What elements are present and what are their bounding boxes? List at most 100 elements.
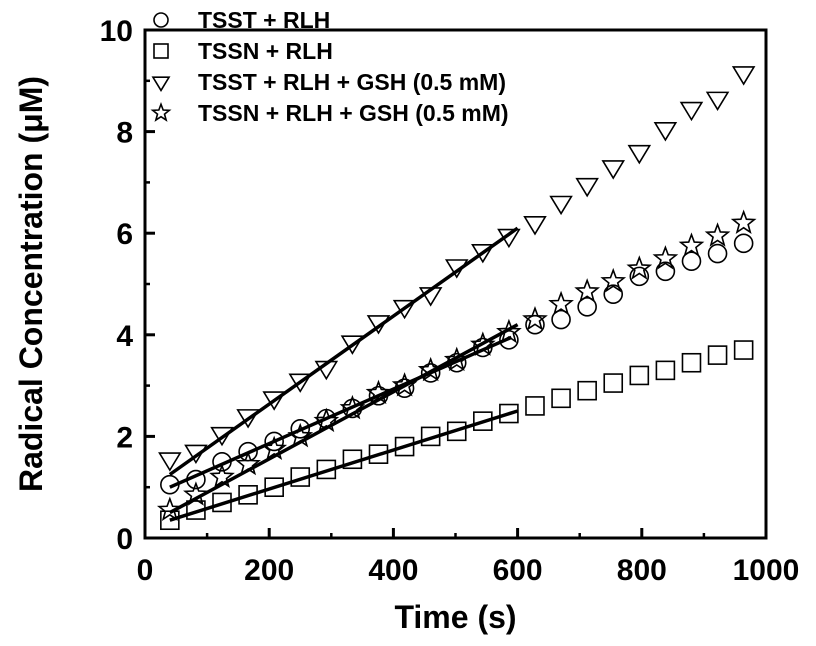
data-point-circle (707, 243, 728, 264)
x-tick-label: 200 (244, 554, 294, 587)
data-point-square (316, 459, 337, 480)
data-point-square (707, 345, 728, 365)
data-point-triangle-down (158, 452, 182, 472)
data-point-star (183, 481, 209, 506)
data-point-star (469, 331, 496, 356)
data-point-square (499, 403, 519, 424)
data-point-square (681, 352, 702, 373)
data-point-star (652, 245, 679, 270)
data-point-triangle-down (523, 216, 547, 236)
data-point-square (290, 467, 311, 487)
data-point-circle (681, 251, 702, 271)
data-point-circle (446, 352, 467, 373)
data-point-star (313, 407, 340, 433)
x-axis-ticks: 0 200 400 600 800 1000 (137, 528, 800, 587)
data-point-circle (160, 474, 180, 495)
data-point-square (525, 396, 545, 416)
data-point-square (420, 426, 441, 447)
data-point-triangle-down (627, 144, 652, 165)
data-point-star (548, 290, 574, 316)
data-point-circle (238, 441, 258, 462)
data-point-star (209, 463, 235, 488)
data-point-star (626, 255, 653, 280)
data-point-square (629, 365, 650, 386)
data-point-circle (629, 266, 650, 287)
data-point-star (574, 278, 601, 303)
data-point-triangle-down (262, 391, 286, 411)
data-point-triangle-down (418, 287, 443, 307)
data-point-square (577, 380, 597, 401)
data-point-star (704, 222, 731, 247)
y-tick-label: 10 (100, 15, 133, 48)
data-point-square (186, 500, 206, 520)
data-point-square (394, 436, 415, 457)
x-axis-title: Time (s) (394, 599, 516, 635)
data-point-circle (420, 363, 441, 383)
data-point-circle (264, 431, 284, 452)
data-point-square (733, 340, 754, 360)
data-point-square (446, 421, 467, 442)
legend-marker-square (153, 43, 169, 59)
data-point-triangle-down (314, 360, 339, 381)
legend-entry: TSST + RLH (198, 7, 330, 33)
x-tick-label: 800 (617, 554, 667, 587)
data-point-triangle-down (497, 228, 521, 249)
legend-marker-circle (153, 12, 169, 28)
x-tick-label: 600 (493, 554, 543, 587)
data-point-star (235, 450, 261, 476)
data-point-circle (290, 418, 311, 439)
data-point-star (339, 394, 366, 420)
data-point-star (496, 318, 522, 344)
data-point-star (156, 496, 183, 522)
data-point-triangle-down (653, 122, 678, 142)
legend-marker-triangle-down (151, 76, 171, 92)
y-tick-label: 4 (116, 320, 133, 353)
data-point-circle (473, 337, 493, 358)
data-point-circle (499, 330, 519, 350)
legend-marker-star (150, 101, 172, 122)
data-point-triangle-down (731, 66, 756, 86)
data-point-circle (577, 297, 597, 317)
data-point-circle (368, 385, 389, 406)
data-point-star (600, 267, 627, 293)
data-point-star (287, 422, 314, 448)
data-point-square (551, 388, 571, 409)
data-point-triangle-down (210, 426, 234, 447)
data-point-triangle-down (471, 243, 495, 264)
data-point-star (417, 356, 444, 382)
data-point-square (368, 444, 389, 464)
data-point-star (443, 346, 470, 372)
data-point-circle (525, 314, 545, 335)
fit-line (169, 335, 513, 489)
fit-lines (168, 226, 519, 522)
data-point-square (603, 373, 624, 393)
data-point-circle (655, 261, 676, 282)
data-point-star (365, 379, 392, 405)
data-point-square (160, 510, 180, 531)
data-point-triangle-down (184, 444, 208, 465)
x-tick-label: 1000 (733, 554, 800, 587)
data-point-triangle-down (236, 409, 260, 429)
data-markers (156, 66, 757, 531)
y-axis-title: Radical Concentration (μM) (13, 76, 49, 492)
fit-line (168, 226, 519, 476)
data-point-triangle-down (575, 177, 599, 198)
legend-entry: TSST + RLH + GSH (0.5 mM) (198, 69, 506, 95)
data-point-circle (186, 469, 206, 490)
legend-entry: TSSN + RLH + GSH (0.5 mM) (198, 100, 509, 126)
legend-entry: TSSN + RLH (198, 38, 333, 64)
data-point-square (342, 449, 363, 470)
data-point-star (522, 306, 548, 331)
y-axis-ticks: 0 2 4 6 8 10 (100, 15, 155, 556)
x-tick-label: 400 (368, 554, 418, 587)
data-point-circle (551, 309, 571, 330)
data-point-square (264, 477, 284, 498)
data-point-square (655, 360, 676, 381)
data-point-triangle-down (444, 259, 469, 279)
y-tick-label: 0 (116, 523, 133, 556)
y-tick-label: 6 (116, 218, 133, 251)
data-point-triangle-down (366, 315, 391, 335)
data-point-triangle-down (549, 195, 573, 216)
y-tick-label: 8 (116, 117, 133, 150)
